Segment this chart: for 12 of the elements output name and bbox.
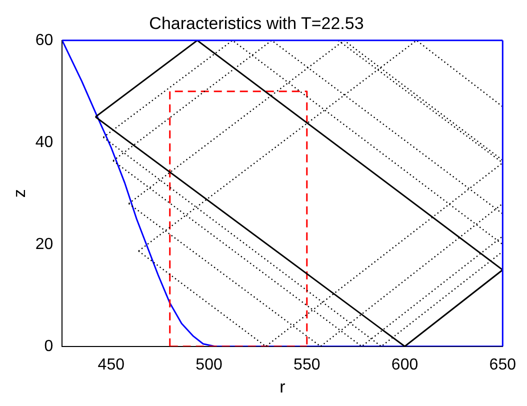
- x-tick-label: 650: [489, 356, 516, 374]
- y-tick-label: 60: [35, 32, 54, 49]
- x-axis-title: r: [280, 377, 286, 396]
- chart-title: Characteristics with T=22.53: [149, 14, 364, 33]
- x-tick-label: 600: [391, 356, 418, 374]
- x-tick-label: 450: [98, 356, 125, 374]
- y-axis-title: z: [10, 189, 29, 198]
- y-tick-label: 40: [35, 134, 54, 151]
- y-tick-label: 20: [35, 236, 54, 253]
- x-tick-label: 550: [294, 356, 320, 374]
- y-tick-label: 0: [44, 338, 54, 355]
- x-tick-label: 500: [196, 356, 222, 374]
